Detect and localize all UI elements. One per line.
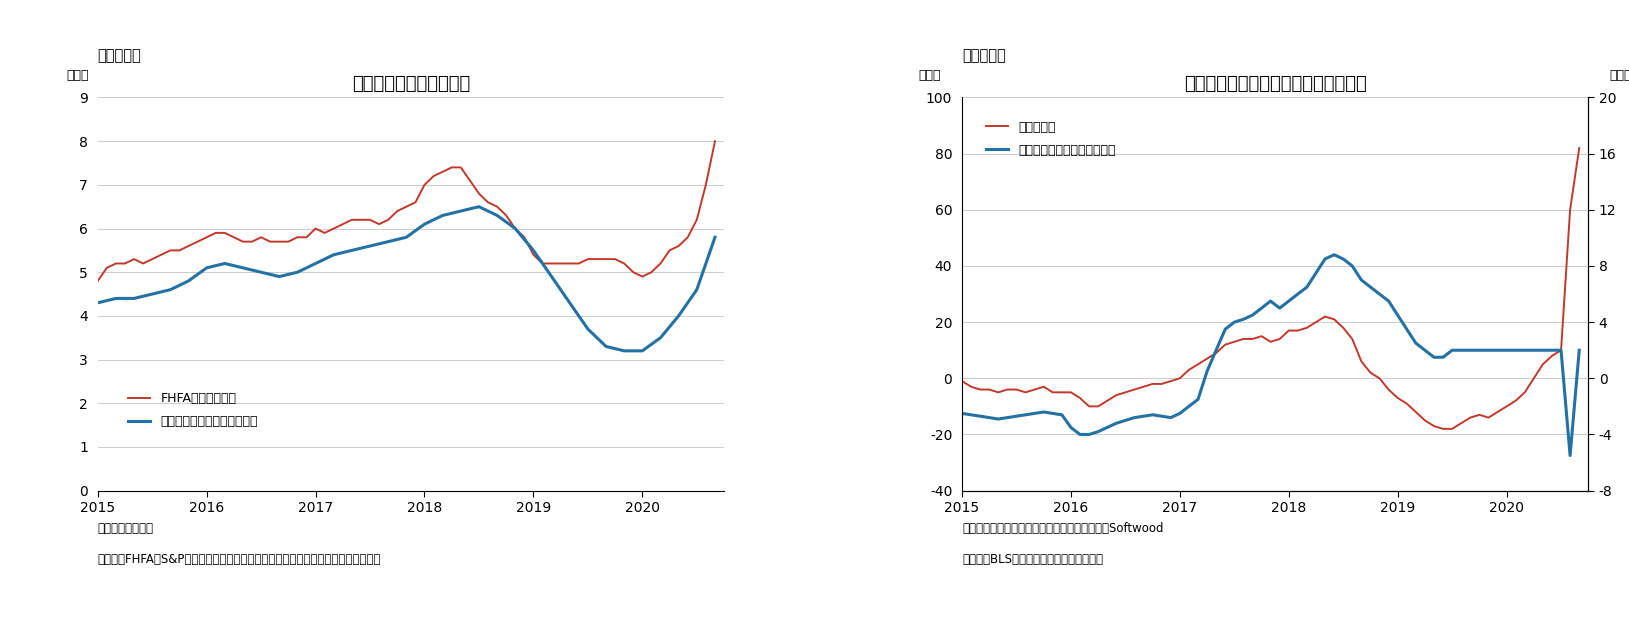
Text: （図表７）: （図表７）	[98, 48, 142, 63]
住宅建設財投入価格（右軸）	[997, 414, 1016, 421]
ケース・シラー住宅価格指数	[523, 247, 542, 254]
ケース・シラー住宅価格指数	[88, 299, 108, 306]
ケース・シラー住宅価格指数	[687, 286, 707, 294]
ケース・シラー住宅価格指数	[578, 325, 598, 333]
ケース・シラー住宅価格指数	[378, 238, 397, 245]
ケース・シラー住宅価格指数	[269, 273, 288, 281]
ケース・シラー住宅価格指数	[542, 273, 562, 281]
ケース・シラー住宅価格指数	[215, 260, 235, 267]
住宅建設財投入価格（右軸）	[1306, 269, 1326, 277]
住宅建設財投入価格（右軸）	[1551, 347, 1570, 354]
ケース・シラー住宅価格指数	[288, 269, 308, 276]
住宅建設財投入価格（右軸）	[1569, 347, 1588, 354]
Text: （％）: （％）	[67, 69, 90, 82]
Text: （資料）FHFA、S&Pダウ・ジョーンズ・インデックスよりニッセイ基礎研究所作成: （資料）FHFA、S&Pダウ・ジョーンズ・インデックスよりニッセイ基礎研究所作成	[98, 553, 381, 566]
針葉樹製材	[1569, 144, 1588, 152]
FHFA住宅価格指数	[88, 277, 108, 285]
FHFA住宅価格指数	[705, 137, 725, 145]
ケース・シラー住宅価格指数	[324, 251, 344, 259]
住宅建設財投入価格（右軸）	[1052, 411, 1072, 418]
ケース・シラー住宅価格指数	[306, 260, 326, 267]
針葉樹製材	[1152, 380, 1171, 387]
FHFA住宅価格指数	[441, 164, 461, 171]
住宅建設財投入価格（右軸）	[953, 409, 973, 417]
FHFA住宅価格指数	[205, 229, 225, 237]
Text: （％）: （％）	[1609, 69, 1629, 82]
FHFA住宅価格指数	[169, 247, 189, 254]
Line: FHFA住宅価格指数: FHFA住宅価格指数	[98, 141, 715, 281]
ケース・シラー住宅価格指数	[342, 247, 362, 254]
Legend: 針葉樹製材, 住宅建設財投入価格（右軸）: 針葉樹製材, 住宅建設財投入価格（右軸）	[981, 116, 1121, 162]
針葉樹製材	[1434, 425, 1453, 433]
ケース・シラー住宅価格指数	[360, 242, 380, 250]
ケース・シラー住宅価格指数	[469, 203, 489, 211]
ケース・シラー住宅価格指数	[124, 294, 143, 302]
ケース・シラー住宅価格指数	[251, 269, 270, 276]
ケース・シラー住宅価格指数	[415, 220, 435, 228]
住宅建設財投入価格（右軸）	[1070, 431, 1090, 438]
Line: ケース・シラー住宅価格指数: ケース・シラー住宅価格指数	[98, 207, 715, 351]
Title: 建設関連の生産者物価（前年同月比）: 建設関連の生産者物価（前年同月比）	[1184, 75, 1367, 93]
Title: 住宅価格（前年同月比）: 住宅価格（前年同月比）	[352, 75, 471, 93]
Text: （注）前年同月比: （注）前年同月比	[98, 521, 153, 535]
Text: （図表８）: （図表８）	[963, 48, 1005, 63]
Line: 住宅建設財投入価格（右軸）: 住宅建設財投入価格（右軸）	[963, 255, 1579, 455]
ケース・シラー住宅価格指数	[487, 211, 507, 220]
ケース・シラー住宅価格指数	[197, 264, 217, 272]
ケース・シラー住宅価格指数	[560, 299, 580, 306]
FHFA住宅価格指数	[296, 233, 316, 241]
Text: （注）未季調指数の前年同月比。針葉樹製材はSoftwood: （注）未季調指数の前年同月比。針葉樹製材はSoftwood	[963, 521, 1163, 535]
ケース・シラー住宅価格指数	[505, 225, 525, 232]
ケース・シラー住宅価格指数	[161, 286, 181, 294]
住宅建設財投入価格（右軸）	[1561, 452, 1580, 459]
ケース・シラー住宅価格指数	[650, 334, 670, 342]
ケース・シラー住宅価格指数	[451, 208, 471, 215]
ケース・シラー住宅価格指数	[596, 343, 616, 350]
FHFA住宅価格指数	[134, 260, 153, 267]
ケース・シラー住宅価格指数	[142, 291, 161, 298]
FHFA住宅価格指数	[288, 233, 308, 241]
ケース・シラー住宅価格指数	[106, 294, 125, 302]
針葉樹製材	[1306, 318, 1326, 326]
Line: 針葉樹製材: 針葉樹製材	[963, 148, 1579, 429]
Text: （％）: （％）	[919, 69, 940, 82]
ケース・シラー住宅価格指数	[670, 312, 689, 320]
ケース・シラー住宅価格指数	[396, 233, 415, 241]
ケース・シラー住宅価格指数	[179, 277, 199, 285]
針葉樹製材	[1070, 394, 1090, 402]
ケース・シラー住宅価格指数	[614, 347, 634, 355]
ケース・シラー住宅価格指数	[233, 264, 252, 272]
ケース・シラー住宅価格指数	[705, 233, 725, 241]
針葉樹製材	[1161, 377, 1181, 385]
Legend: FHFA住宅価格指数, ケース・シラー住宅価格指数: FHFA住宅価格指数, ケース・シラー住宅価格指数	[122, 387, 262, 433]
針葉樹製材	[997, 386, 1016, 393]
住宅建設財投入価格（右軸）	[1324, 251, 1344, 259]
住宅建設財投入価格（右軸）	[1434, 353, 1453, 361]
ケース・シラー住宅価格指数	[433, 211, 453, 220]
Text: （資料）BLSよりニッセイ基礎研究所作成: （資料）BLSよりニッセイ基礎研究所作成	[963, 553, 1103, 566]
ケース・シラー住宅価格指数	[632, 347, 652, 355]
針葉樹製材	[953, 377, 973, 385]
針葉樹製材	[1561, 206, 1580, 214]
